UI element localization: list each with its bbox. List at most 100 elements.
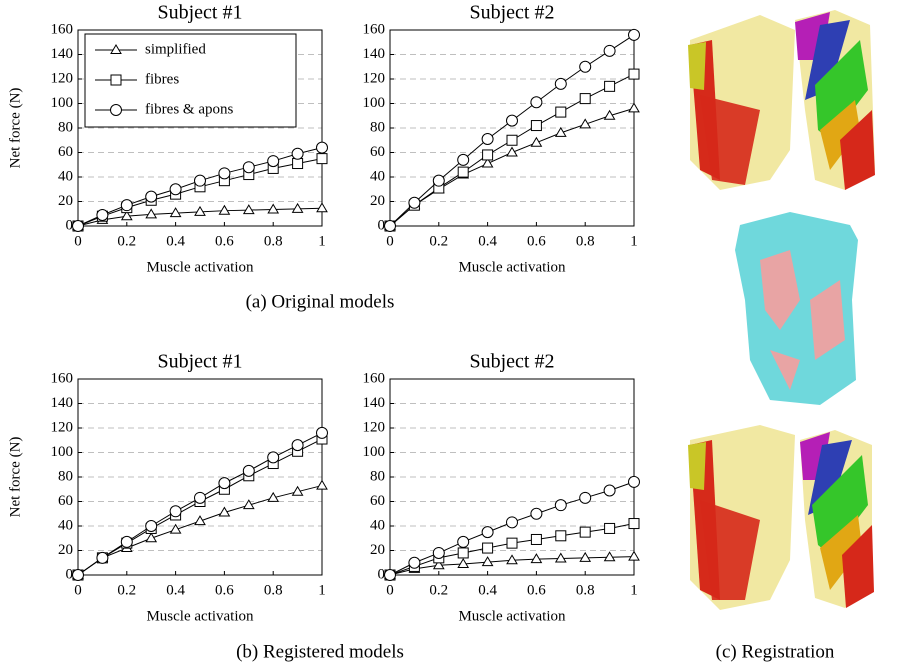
y-tick-label: 60 (58, 144, 73, 160)
marker (531, 97, 542, 108)
y-tick-label: 60 (370, 493, 385, 509)
marker (580, 527, 590, 537)
marker (507, 135, 517, 145)
marker (629, 476, 640, 487)
marker (556, 107, 566, 117)
y-tick-label: 0 (66, 566, 74, 582)
marker (605, 523, 615, 533)
x-tick-label: 1 (630, 582, 638, 598)
x-tick-label: 0.8 (576, 582, 595, 598)
marker (268, 452, 279, 463)
marker (293, 159, 303, 169)
x-tick-label: 0.6 (215, 233, 234, 249)
marker (97, 209, 108, 220)
marker (292, 440, 303, 451)
marker (556, 553, 566, 562)
marker (121, 200, 132, 211)
marker (629, 552, 639, 561)
y-tick-label: 80 (370, 468, 385, 484)
x-tick-label: 0.4 (166, 582, 185, 598)
x-tick-label: 1 (318, 233, 326, 249)
marker (507, 148, 517, 157)
x-tick-label: 0 (386, 582, 394, 598)
marker (458, 548, 468, 558)
marker (171, 208, 181, 217)
marker (317, 481, 327, 490)
marker (97, 552, 108, 563)
marker (219, 478, 230, 489)
y-tick-label: 140 (51, 395, 74, 411)
marker (268, 156, 279, 167)
marker (170, 506, 181, 517)
marker (146, 521, 157, 532)
marker (458, 167, 468, 177)
y-tick-label: 80 (58, 468, 73, 484)
marker (604, 45, 615, 56)
marker (195, 492, 206, 503)
y-tick-label: 160 (363, 370, 386, 386)
marker (507, 555, 517, 564)
y-axis-label: Net force (N) (7, 437, 23, 518)
marker (531, 534, 541, 544)
marker (243, 162, 254, 173)
marker (433, 175, 444, 186)
legend-marker (111, 75, 121, 85)
marker (385, 221, 396, 232)
x-tick-label: 0 (74, 233, 82, 249)
x-tick-label: 1 (630, 233, 638, 249)
x-tick-label: 0.6 (527, 582, 546, 598)
x-tick-label: 0.8 (576, 233, 595, 249)
chart-title: Subject #1 (158, 351, 243, 373)
y-tick-label: 100 (363, 95, 386, 111)
x-tick-label: 0.4 (166, 233, 185, 249)
y-tick-label: 20 (58, 542, 73, 558)
y-tick-label: 140 (363, 395, 386, 411)
marker (146, 191, 157, 202)
x-tick-label: 0.2 (429, 582, 448, 598)
y-tick-label: 60 (370, 144, 385, 160)
marker (629, 29, 640, 40)
x-tick-label: 0.4 (478, 582, 497, 598)
marker (458, 536, 469, 547)
y-tick-label: 20 (370, 542, 385, 558)
y-tick-label: 40 (58, 168, 73, 184)
marker (293, 204, 303, 213)
caption: (b) Registered models (236, 641, 404, 662)
marker (555, 78, 566, 89)
y-tick-label: 140 (363, 46, 386, 62)
marker (73, 570, 84, 581)
marker (507, 517, 518, 528)
legend-label: fibres & apons (145, 101, 233, 117)
y-tick-label: 100 (363, 444, 386, 460)
marker (604, 485, 615, 496)
y-tick-label: 120 (363, 70, 386, 86)
series-line (78, 439, 322, 575)
y-tick-label: 120 (51, 419, 74, 435)
y-tick-label: 160 (51, 21, 74, 37)
x-tick-label: 0.2 (117, 582, 136, 598)
marker (629, 69, 639, 79)
x-tick-label: 0.6 (527, 233, 546, 249)
marker (531, 121, 541, 131)
chart-title: Subject #2 (470, 2, 555, 24)
y-tick-label: 140 (51, 46, 74, 62)
x-tick-label: 0.2 (117, 233, 136, 249)
x-axis-label: Muscle activation (458, 259, 566, 275)
x-axis-label: Muscle activation (146, 608, 254, 624)
caption: (a) Original models (246, 291, 395, 312)
x-axis-label: Muscle activation (458, 608, 566, 624)
marker (629, 103, 639, 112)
marker (121, 536, 132, 547)
marker (268, 204, 278, 213)
y-tick-label: 120 (363, 419, 386, 435)
y-tick-label: 0 (66, 217, 74, 233)
y-tick-label: 120 (51, 70, 74, 86)
x-tick-label: 0 (386, 233, 394, 249)
marker (458, 154, 469, 165)
marker (219, 168, 230, 179)
y-tick-label: 100 (51, 95, 74, 111)
x-tick-label: 0.2 (429, 233, 448, 249)
marker (531, 554, 541, 563)
marker (409, 557, 420, 568)
marker (605, 552, 615, 561)
